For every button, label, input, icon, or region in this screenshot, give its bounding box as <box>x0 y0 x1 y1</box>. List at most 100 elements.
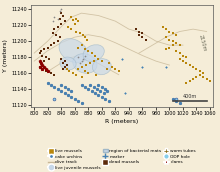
Point <box>58 36 62 39</box>
Point <box>47 57 51 60</box>
Point <box>61 62 64 65</box>
Ellipse shape <box>73 54 97 73</box>
Point <box>70 16 73 19</box>
Point <box>164 48 168 51</box>
Point <box>100 86 104 89</box>
Point <box>63 20 66 23</box>
Point <box>164 28 168 30</box>
Text: 400m: 400m <box>183 94 197 99</box>
Point <box>56 40 60 42</box>
Point <box>181 60 185 62</box>
Point <box>81 57 85 60</box>
Point <box>137 33 141 36</box>
Point <box>70 96 73 98</box>
Point <box>110 65 114 68</box>
Point <box>68 69 71 72</box>
Point <box>107 100 110 102</box>
Point <box>198 70 202 73</box>
Point <box>49 84 53 87</box>
Point <box>90 89 94 92</box>
Point <box>174 100 178 102</box>
Point <box>174 49 178 52</box>
Point <box>74 17 78 20</box>
Point <box>178 44 181 46</box>
Point <box>144 38 148 41</box>
Point <box>97 84 100 87</box>
Point <box>195 68 198 71</box>
Point <box>86 72 90 74</box>
Point <box>70 28 73 30</box>
Point <box>51 32 55 35</box>
Point <box>88 84 91 87</box>
Ellipse shape <box>92 59 111 75</box>
Point <box>45 70 48 73</box>
Point <box>86 49 90 52</box>
Point <box>168 30 171 33</box>
Point <box>100 96 104 98</box>
Point <box>185 62 188 65</box>
Point <box>141 65 144 68</box>
Point <box>51 20 55 23</box>
Point <box>38 60 41 62</box>
Point <box>168 46 171 49</box>
Point <box>97 57 100 60</box>
Point <box>76 100 80 102</box>
Point <box>72 18 75 21</box>
Point <box>40 68 44 71</box>
Point <box>178 102 181 105</box>
Point <box>181 54 185 57</box>
Point <box>38 65 41 68</box>
Point <box>90 81 94 84</box>
Point <box>74 73 78 76</box>
Point <box>99 90 102 93</box>
Point <box>88 80 91 82</box>
Point <box>95 88 99 90</box>
Point <box>107 62 110 65</box>
Point <box>185 56 188 58</box>
Point <box>45 68 48 71</box>
Point <box>56 17 60 20</box>
Point <box>63 92 66 94</box>
Point <box>81 33 85 36</box>
Point <box>76 56 80 58</box>
Point <box>178 57 181 60</box>
Point <box>78 62 82 65</box>
Point <box>83 76 87 78</box>
Point <box>59 89 63 92</box>
Point <box>90 52 94 55</box>
Point <box>141 32 144 35</box>
Point <box>164 36 168 39</box>
Point <box>61 14 64 17</box>
Point <box>53 28 56 30</box>
Point <box>53 73 56 76</box>
Point <box>124 92 127 94</box>
Point <box>40 64 44 66</box>
Point <box>134 28 137 30</box>
Point <box>174 33 178 36</box>
Point <box>202 72 205 74</box>
Point <box>70 89 73 92</box>
Point <box>92 60 95 62</box>
Point <box>56 88 60 90</box>
Point <box>66 88 70 90</box>
Point <box>178 52 181 55</box>
Point <box>161 25 164 28</box>
Point <box>93 84 97 87</box>
Point <box>80 76 83 78</box>
Point <box>88 62 91 65</box>
Point <box>195 76 198 78</box>
Point <box>78 32 82 35</box>
Point <box>39 49 43 52</box>
Point <box>191 65 195 68</box>
Point <box>188 64 191 66</box>
Point <box>58 17 62 20</box>
Point <box>80 44 83 46</box>
Point <box>66 25 70 28</box>
Point <box>198 73 202 76</box>
Point <box>85 38 89 41</box>
Point <box>191 78 195 81</box>
Point <box>73 22 77 25</box>
Point <box>59 22 63 25</box>
Point <box>174 97 178 100</box>
Point <box>53 97 56 100</box>
